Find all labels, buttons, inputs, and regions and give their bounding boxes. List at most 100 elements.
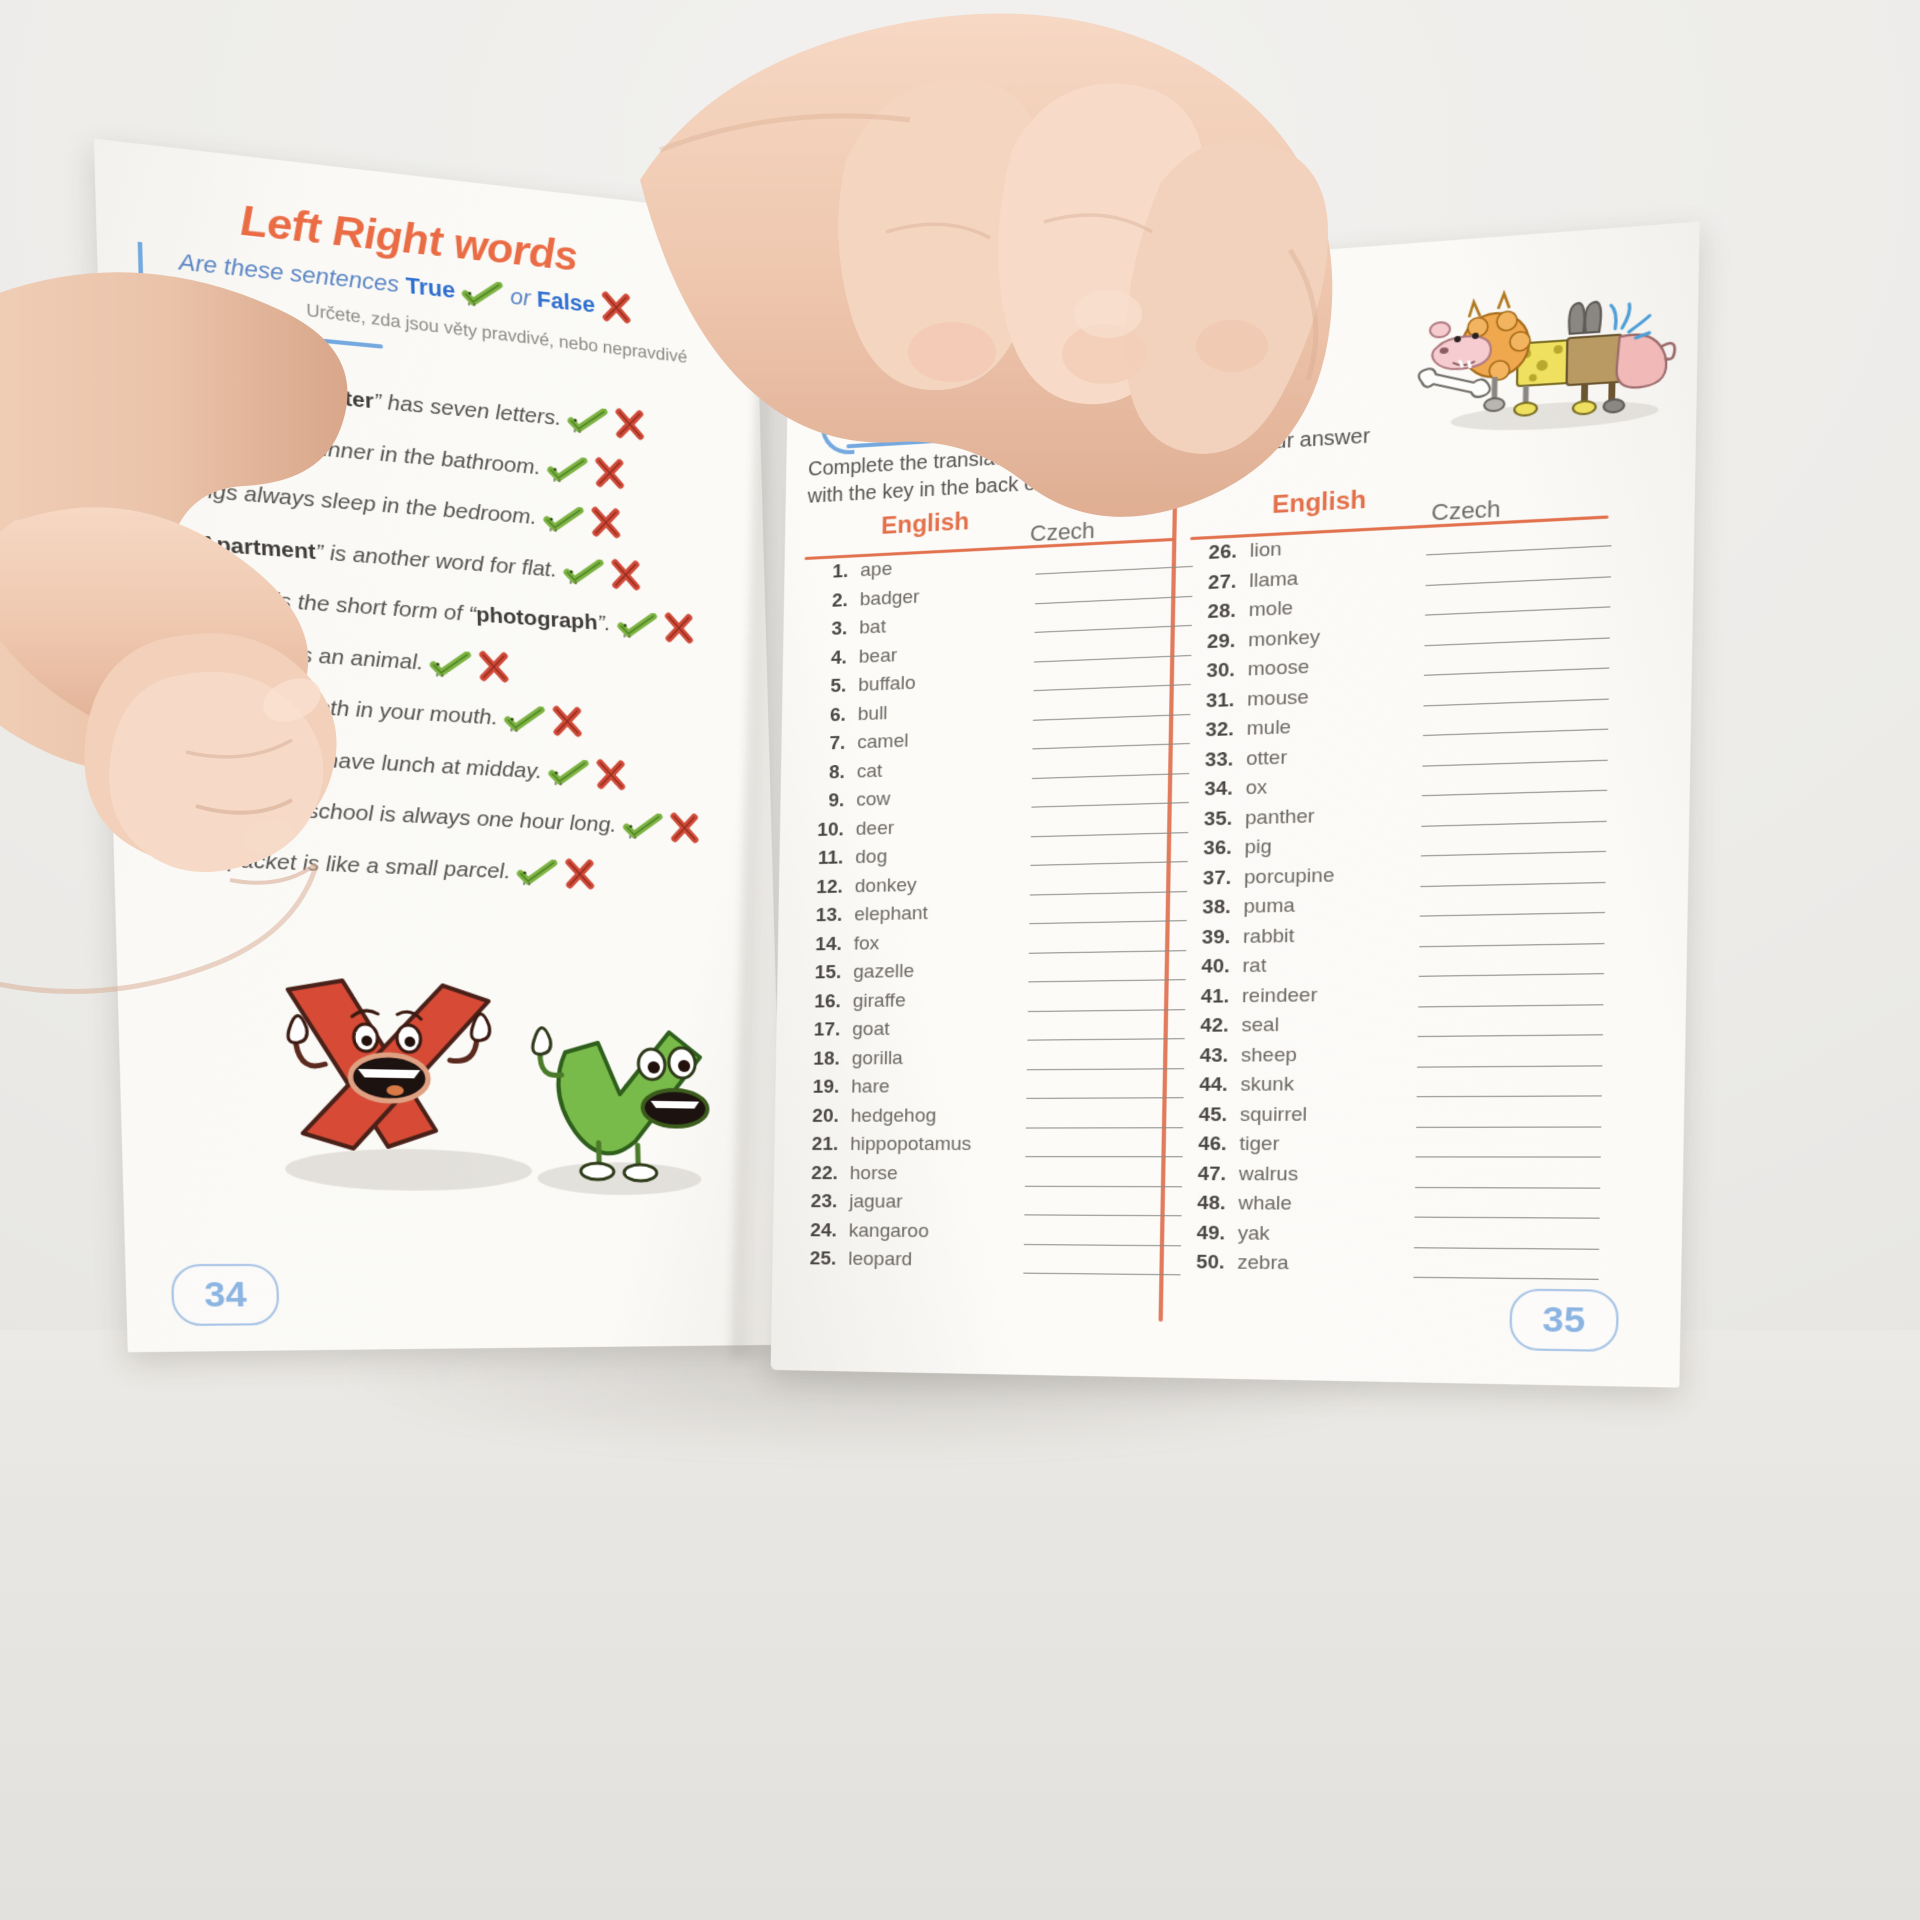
animal-row[interactable]: 45. squirrel — [1180, 1102, 1602, 1133]
answer-true-option[interactable] — [547, 760, 589, 786]
czech-answer-blank[interactable] — [1029, 920, 1187, 925]
czech-answer-blank[interactable] — [1025, 1126, 1184, 1129]
czech-answer-blank[interactable] — [1025, 1156, 1183, 1158]
czech-answer-blank[interactable] — [1031, 772, 1190, 779]
czech-answer-blank[interactable] — [1031, 802, 1189, 808]
question-number: 8. — [163, 739, 185, 765]
czech-answer-blank[interactable] — [1417, 1034, 1603, 1038]
czech-answer-blank[interactable] — [1422, 728, 1609, 737]
czech-answer-blank[interactable] — [1027, 1038, 1185, 1041]
answer-true-option[interactable] — [429, 651, 472, 677]
answer-false-option[interactable] — [594, 460, 625, 486]
question-item: 6. A teacher is an animal. — [164, 629, 510, 682]
czech-answer-blank[interactable] — [1026, 1067, 1185, 1070]
animal-row[interactable]: 44. skunk — [1180, 1072, 1602, 1104]
left-page[interactable]: Left Right words Are these sentences Tru… — [93, 138, 786, 1353]
czech-answer-blank[interactable] — [1420, 881, 1606, 887]
czech-answer-blank[interactable] — [1415, 1156, 1601, 1158]
answer-true-option[interactable] — [542, 506, 584, 533]
animal-row[interactable]: 49. yak — [1178, 1222, 1600, 1255]
czech-answer-blank[interactable] — [1023, 1243, 1182, 1246]
question-number: 1. — [166, 370, 187, 397]
czech-answer-blank[interactable] — [1030, 861, 1188, 866]
animal-row[interactable]: 18. gorilla — [796, 1045, 1185, 1077]
czech-answer-blank[interactable] — [1423, 698, 1609, 706]
answer-false-option[interactable] — [614, 412, 645, 438]
czech-answer-blank[interactable] — [1029, 890, 1188, 896]
czech-answer-blank[interactable] — [1418, 1003, 1604, 1007]
answer-false-option[interactable] — [551, 709, 583, 734]
answer-true-option[interactable] — [503, 706, 545, 732]
green-check-mascot-icon — [562, 556, 604, 586]
animal-number: 6. — [829, 704, 846, 726]
animal-row[interactable]: 23. jaguar — [793, 1191, 1182, 1222]
czech-answer-blank[interactable] — [1032, 742, 1190, 750]
czech-answer-blank[interactable] — [1415, 1186, 1601, 1189]
czech-answer-blank[interactable] — [1417, 1064, 1603, 1068]
question-text: The word “poster” has seven letters. — [192, 372, 562, 431]
animal-row[interactable]: 20. hedgehog — [795, 1104, 1184, 1134]
czech-answer-blank[interactable] — [1028, 949, 1187, 954]
animal-row[interactable]: 50. zebra — [1177, 1251, 1599, 1285]
czech-answer-blank[interactable] — [1024, 1185, 1183, 1187]
answer-false-option[interactable] — [564, 862, 596, 887]
animal-row[interactable]: 24. kangaroo — [793, 1220, 1182, 1252]
animal-row[interactable]: 16. giraffe — [797, 986, 1186, 1020]
animal-english-word: mouse — [1247, 686, 1309, 711]
czech-answer-blank[interactable] — [1028, 979, 1186, 983]
czech-answer-blank[interactable] — [1414, 1216, 1600, 1219]
animal-row[interactable]: 46. tiger — [1179, 1133, 1601, 1164]
animal-row[interactable]: 48. whale — [1178, 1192, 1600, 1224]
czech-answer-blank[interactable] — [1026, 1097, 1184, 1099]
czech-answer-blank[interactable] — [1032, 713, 1191, 721]
czech-answer-blank[interactable] — [1024, 1214, 1182, 1217]
czech-answer-blank[interactable] — [1418, 973, 1604, 977]
answer-false-option[interactable] — [590, 510, 621, 536]
czech-answer-blank[interactable] — [1033, 654, 1192, 663]
animal-english-word: bat — [859, 616, 887, 639]
animal-number: 15. — [814, 961, 842, 984]
animal-row[interactable]: 21. hippopotamus — [794, 1133, 1183, 1162]
czech-answer-blank[interactable] — [1422, 759, 1608, 767]
answer-false-option[interactable] — [663, 616, 694, 641]
animal-row[interactable]: 47. walrus — [1179, 1163, 1601, 1194]
answer-true-option[interactable] — [546, 456, 588, 483]
animal-row[interactable]: 22. horse — [794, 1162, 1183, 1192]
czech-answer-blank[interactable] — [1419, 912, 1606, 917]
czech-answer-blank[interactable] — [1421, 789, 1608, 797]
czech-answer-blank[interactable] — [1027, 1008, 1186, 1012]
animal-number: 26. — [1208, 540, 1238, 565]
czech-answer-blank[interactable] — [1416, 1095, 1602, 1098]
animal-row[interactable]: 42. seal — [1181, 1011, 1603, 1045]
answer-false-option[interactable] — [669, 816, 700, 841]
answer-true-option[interactable] — [516, 860, 558, 885]
czech-answer-blank[interactable] — [1419, 942, 1605, 947]
czech-answer-blank[interactable] — [1421, 820, 1607, 827]
animal-row[interactable]: 41. reindeer — [1182, 980, 1604, 1015]
question-text: A packet is like a small parcel. — [206, 846, 511, 884]
answer-true-option[interactable] — [616, 613, 657, 639]
question-text: People eat dinner in the bathroom. — [191, 425, 541, 479]
animal-row[interactable]: 25. leopard — [792, 1248, 1181, 1281]
answer-false-option[interactable] — [478, 654, 510, 680]
czech-answer-blank[interactable] — [1416, 1125, 1602, 1128]
animal-row[interactable]: 19. hare — [795, 1075, 1184, 1106]
answer-true-option[interactable] — [567, 407, 609, 434]
question-item: 7. There are teeth in your mouth. — [164, 682, 583, 737]
czech-answer-blank[interactable] — [1030, 831, 1189, 837]
answer-true-option[interactable] — [622, 814, 663, 839]
czech-answer-blank[interactable] — [1420, 850, 1607, 857]
czech-answer-blank[interactable] — [1033, 683, 1191, 692]
true-label: True — [405, 272, 456, 304]
right-page[interactable]: Animals Here is a list of some animals: … — [770, 221, 1700, 1388]
left-page-illustration — [241, 959, 713, 1205]
answer-false-option[interactable] — [610, 562, 641, 588]
animal-row[interactable]: 17. goat — [796, 1016, 1185, 1049]
czech-answer-blank[interactable] — [1414, 1246, 1600, 1250]
czech-answer-blank[interactable] — [1413, 1276, 1599, 1280]
answer-true-option[interactable] — [563, 558, 605, 585]
answer-false-option[interactable] — [595, 762, 626, 787]
animal-row[interactable]: 43. sheep — [1181, 1041, 1603, 1074]
czech-answer-blank[interactable] — [1023, 1272, 1181, 1276]
